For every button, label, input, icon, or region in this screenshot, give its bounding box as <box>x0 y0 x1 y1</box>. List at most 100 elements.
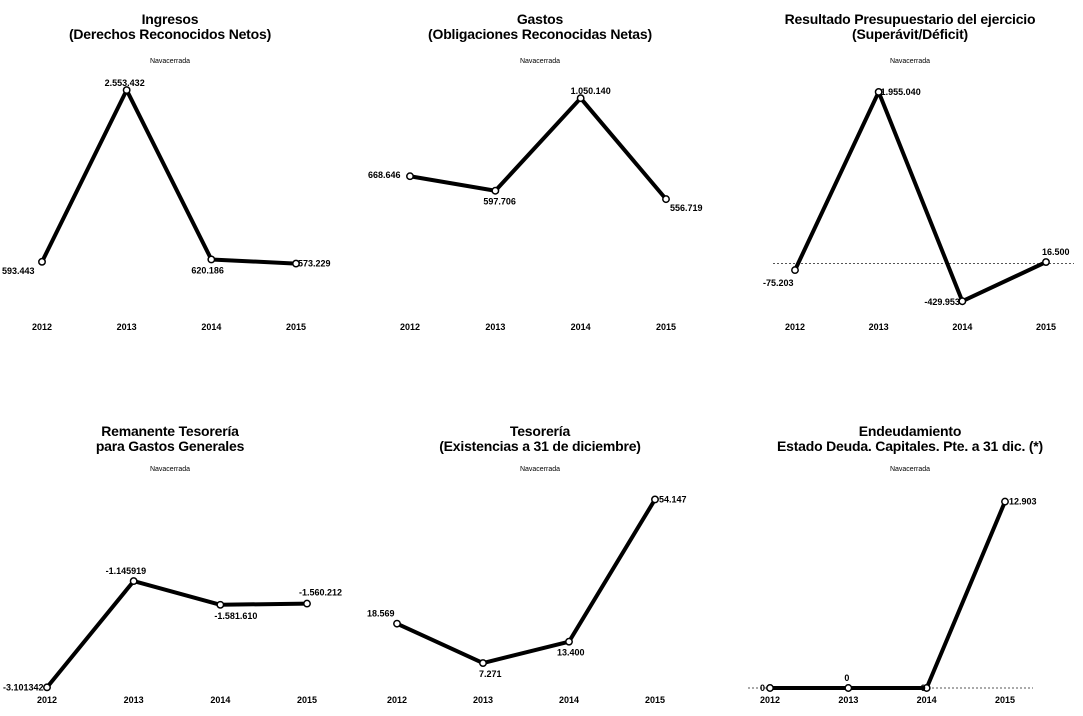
x-tick-label: 2015 <box>995 695 1015 705</box>
data-label: -75.203 <box>763 278 794 288</box>
data-label: 593.443 <box>2 266 35 276</box>
data-point <box>122 86 131 95</box>
chart-subtitle: Navacerrada <box>149 466 191 473</box>
x-tick-label: 2013 <box>869 322 889 332</box>
data-label: 668.646 <box>368 170 401 180</box>
chart-title-line2: (Obligaciones Reconocidas Netas) <box>428 26 652 42</box>
data-label: 620.186 <box>191 265 224 275</box>
data-point <box>844 684 853 692</box>
data-point <box>766 684 774 692</box>
chart-title-line1: Gastos <box>516 11 564 27</box>
chart-title-line1: Ingresos <box>141 11 199 27</box>
x-tick-label: 2014 <box>210 695 230 705</box>
x-tick-label: 2015 <box>1036 322 1056 332</box>
data-label: 1.050.140 <box>571 86 611 96</box>
chart-panel-resultado-presupuestario: Resultado Presupuestario del ejercicio (… <box>740 8 1080 338</box>
x-tick-label: 2012 <box>760 695 780 705</box>
chart-title-line2: (Superávit/Déficit) <box>852 26 968 42</box>
data-label: 54.147 <box>659 494 687 504</box>
chart-title: Ingresos (Derechos Reconocidos Netos) <box>0 12 340 42</box>
data-point <box>491 186 500 195</box>
series-line <box>768 499 1007 690</box>
chart-panel-remanente-tesoreria: Remanente Tesorería para Gastos Generale… <box>0 378 342 713</box>
chart-title-line1: Tesorería <box>509 423 571 439</box>
data-point <box>38 257 46 266</box>
series-line <box>395 497 657 666</box>
series-line <box>793 89 1048 304</box>
data-label: -1.581.610 <box>214 611 257 621</box>
data-label: 7.271 <box>479 669 502 679</box>
chart-title-line2: (Derechos Reconocidos Netos) <box>68 26 272 42</box>
data-label: 597.706 <box>483 197 516 207</box>
chart-panel-endeudamiento: Endeudamiento Estado Deuda. Capitales. P… <box>740 378 1080 713</box>
x-tick-label: 2012 <box>785 322 805 332</box>
x-tick-label: 2015 <box>656 322 676 332</box>
x-tick-label: 2013 <box>117 322 137 332</box>
data-point <box>922 684 931 692</box>
data-point <box>958 297 967 306</box>
chart-title-line1: Remanente Tesorería <box>101 423 239 439</box>
x-tick-label: 2014 <box>201 322 221 332</box>
chart-plot: -3.101342 2012 -1.145919 2013 -1.581.610 2014… <box>3 566 342 705</box>
chart-panel-gastos: Gastos (Obligaciones Reconocidas Netas) … <box>368 8 710 338</box>
x-tick-label: 2013 <box>124 695 144 705</box>
chart-title-line1: Endeudamiento <box>858 423 962 439</box>
data-label: -1.560.212 <box>299 588 342 598</box>
data-point <box>393 619 401 628</box>
data-point <box>565 637 573 646</box>
x-tick-label: 2012 <box>387 695 407 705</box>
data-point <box>1001 497 1009 506</box>
chart-title: Tesorería (Existencias a 31 de diciembre… <box>370 424 710 454</box>
x-tick-label: 2014 <box>571 322 591 332</box>
data-label: 573.229 <box>298 259 331 269</box>
chart-plot: -75.203 2012 1.955.040 2013 -429.953 2014 16.5… <box>763 87 1074 332</box>
chart-subtitle: Navacerrada <box>519 466 561 473</box>
chart-title: Resultado Presupuestario del ejercicio (… <box>740 12 1080 42</box>
chart-title-line2: para Gastos Generales <box>95 438 245 454</box>
data-label: -429.953 <box>924 297 960 307</box>
chart-title-line2: Estado Deuda. Capitales. Pte. a 31 dic. … <box>776 438 1044 454</box>
data-label: 2.553.432 <box>105 78 145 88</box>
data-point <box>216 600 225 609</box>
chart-plot: 18.569 2012 7.271 2013 13.400 2014 54.147 2015 <box>367 494 687 705</box>
x-tick-label: 2013 <box>485 322 505 332</box>
x-tick-label: 2015 <box>286 322 306 332</box>
x-tick-label: 2013 <box>838 695 858 705</box>
series-line <box>45 579 309 690</box>
data-point <box>292 259 300 268</box>
chart-title-line2: (Existencias a 31 de diciembre) <box>439 438 641 454</box>
data-label: -3.101342 <box>3 682 44 692</box>
chart-title: Remanente Tesorería para Gastos Generale… <box>0 424 340 454</box>
data-label: 0 <box>760 683 765 693</box>
data-point <box>43 683 51 692</box>
chart-plot: 668.646 2012 597.706 2013 1.050.140 2014 556.7… <box>368 86 703 332</box>
data-label: 556.719 <box>670 203 703 213</box>
data-label: 1.955.040 <box>881 87 921 97</box>
data-point <box>651 495 659 504</box>
chart-subtitle: Navacerrada <box>889 58 931 65</box>
series-line <box>408 96 668 202</box>
series-line <box>40 88 298 266</box>
x-tick-label: 2013 <box>473 695 493 705</box>
data-label: 18.569 <box>367 609 395 619</box>
x-tick-label: 2014 <box>917 695 937 705</box>
chart-plot: 0 2012 0 2013 0 2014 12.903 2015 <box>748 497 1037 705</box>
data-label: 0 <box>844 673 849 683</box>
data-label: 13.400 <box>557 648 585 658</box>
x-tick-label: 2015 <box>645 695 665 705</box>
data-point <box>662 195 670 204</box>
chart-panel-ingresos: Ingresos (Derechos Reconocidos Netos) Na… <box>0 8 340 338</box>
x-tick-label: 2015 <box>297 695 317 705</box>
x-tick-label: 2014 <box>559 695 579 705</box>
x-tick-label: 2014 <box>952 322 972 332</box>
chart-subtitle: Navacerrada <box>889 466 931 473</box>
x-tick-label: 2012 <box>37 695 57 705</box>
data-point <box>874 87 883 96</box>
chart-title: Gastos (Obligaciones Reconocidas Netas) <box>370 12 710 42</box>
data-point <box>479 659 487 668</box>
data-label: 0 <box>921 683 926 693</box>
data-point <box>207 255 216 264</box>
chart-title: Endeudamiento Estado Deuda. Capitales. P… <box>740 424 1080 454</box>
chart-plot: 593.443 2012 2.553.432 2013 620.186 2014 573.2… <box>2 78 331 332</box>
data-label: -1.145919 <box>106 566 147 576</box>
